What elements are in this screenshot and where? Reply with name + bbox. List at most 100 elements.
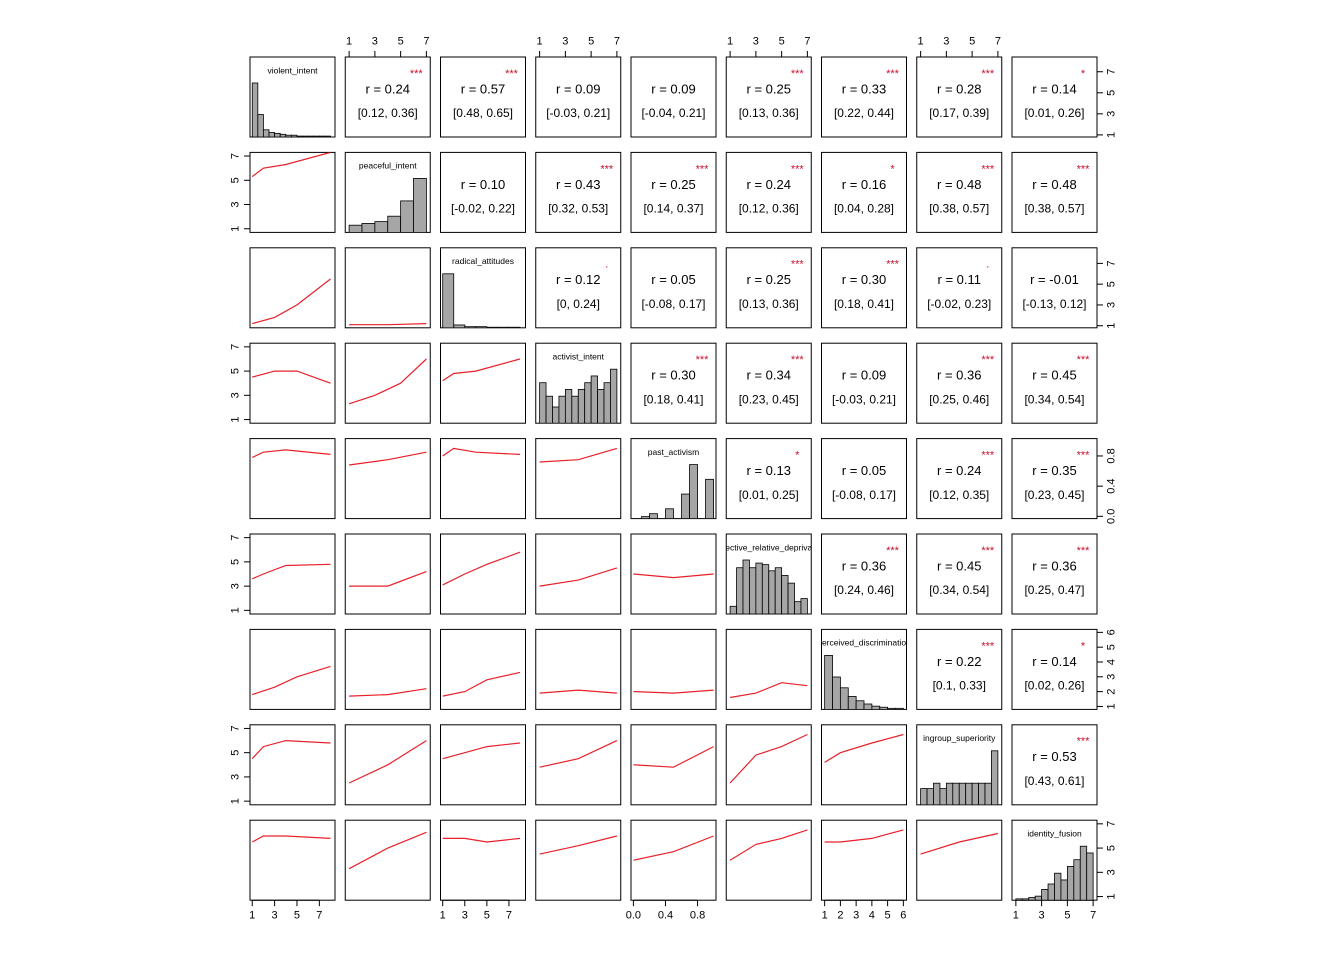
confidence-interval: [0.01, 0.26] [1024, 106, 1084, 120]
significance: *** [696, 354, 710, 366]
histogram-bar [290, 134, 298, 137]
variable-name: past_activism [648, 447, 700, 457]
panel-frame [535, 56, 622, 138]
panel-frame [249, 819, 336, 901]
correlation: r = 0.33 [842, 81, 886, 96]
correlation: r = 0.28 [937, 81, 981, 96]
panel-frame [535, 819, 622, 901]
confidence-interval: [0.24, 0.46] [834, 583, 894, 597]
histogram-bar [475, 326, 488, 328]
histogram-bar [1034, 895, 1043, 901]
panel-frame [725, 724, 812, 806]
y-tick-label: 3 [1105, 302, 1117, 308]
confidence-interval: [-0.04, 0.21] [641, 106, 705, 120]
histogram-bar [1079, 845, 1088, 901]
panel-frame [916, 628, 1003, 710]
histogram-bar [558, 395, 566, 424]
correlation: r = 0.05 [842, 463, 886, 478]
y-tick-label: 7 [230, 535, 242, 541]
y-tick-label: 1 [230, 226, 242, 232]
x-tick-label: 7 [316, 910, 322, 922]
correlation: r = 0.24 [937, 463, 981, 478]
histogram: peaceful_intent [348, 161, 427, 233]
y-tick-label: 1 [1105, 894, 1117, 900]
variable-name: erceived_discriminatio [822, 638, 906, 648]
smooth-line [251, 449, 331, 459]
histogram: erceived_discriminatio [822, 638, 906, 710]
correlation: r = 0.48 [1032, 177, 1076, 192]
y-tick-label: 3 [1105, 111, 1117, 117]
panel-frame [916, 819, 1003, 901]
panel-frame [630, 342, 717, 424]
histogram-bar [263, 129, 270, 137]
significance: *** [791, 163, 805, 175]
panel-frame [916, 438, 1003, 520]
smooth-line [251, 152, 331, 178]
smooth-line [633, 573, 714, 579]
y-tick-label: 1 [230, 607, 242, 613]
histogram-bar [603, 382, 611, 424]
panel-frame [440, 342, 526, 424]
panel-frame [725, 342, 812, 424]
histogram-bar [257, 114, 264, 137]
significance: *** [600, 163, 614, 175]
smooth-line [920, 832, 999, 855]
smooth-line [252, 665, 331, 696]
panel-frame [916, 533, 1003, 615]
panel-frame [440, 151, 526, 233]
histogram-bar [302, 135, 309, 137]
panel-frame [440, 533, 526, 615]
x-tick-label: 5 [484, 910, 490, 922]
confidence-interval: [0.02, 0.26] [1024, 679, 1084, 693]
confidence-interval: [0.13, 0.36] [739, 297, 799, 311]
histogram-bar [991, 750, 999, 805]
histogram-bar [318, 135, 326, 137]
y-tick-label: 0.8 [1105, 448, 1117, 463]
panel-frame [344, 819, 431, 901]
correlation: r = 0.09 [842, 368, 886, 383]
panel-frame [630, 533, 717, 615]
significance: *** [981, 640, 995, 652]
histogram-bar [387, 215, 402, 233]
confidence-interval: [0.14, 0.37] [643, 202, 703, 216]
smooth-line [252, 278, 331, 325]
x-tick-label: 1 [440, 910, 446, 922]
histogram: violent_intent [251, 65, 331, 137]
y-tick-label: 7 [1105, 69, 1117, 75]
panel-frame [344, 342, 431, 424]
panel-frame [821, 342, 907, 424]
smooth-line [539, 835, 618, 855]
histogram-bar [584, 382, 592, 424]
histogram-bar [1015, 898, 1023, 901]
histogram: past_activism [641, 447, 714, 519]
confidence-interval: [0.12, 0.35] [929, 488, 989, 502]
panel-frame [916, 151, 1003, 233]
significance: *** [696, 163, 710, 175]
panel-frame [535, 533, 622, 615]
smooth-line [251, 563, 331, 580]
y-tick-label: 3 [230, 392, 242, 398]
panel-frame [725, 438, 812, 520]
histogram-bar [649, 513, 658, 519]
significance: *** [791, 354, 805, 366]
significance: *** [886, 545, 900, 557]
smooth-line [539, 447, 618, 463]
x-tick-label: 3 [462, 910, 468, 922]
x-tick-label: 3 [1039, 910, 1045, 922]
panel-frame [916, 247, 1003, 329]
histogram-bar [774, 567, 783, 614]
smooth-line [729, 733, 808, 784]
significance: . [605, 259, 608, 271]
y-tick-label: 2 [1105, 689, 1117, 695]
panel-frame [1011, 151, 1098, 233]
histogram-bar [597, 389, 605, 424]
histogram-bar [824, 655, 833, 710]
correlation: r = 0.36 [1032, 558, 1076, 573]
confidence-interval: [-0.08, 0.17] [832, 488, 896, 502]
y-tick-label: 1 [230, 798, 242, 804]
y-tick-label: 1 [230, 417, 242, 423]
smooth-line [824, 829, 904, 843]
panel-frame [821, 724, 907, 806]
histogram-bar [749, 567, 757, 614]
